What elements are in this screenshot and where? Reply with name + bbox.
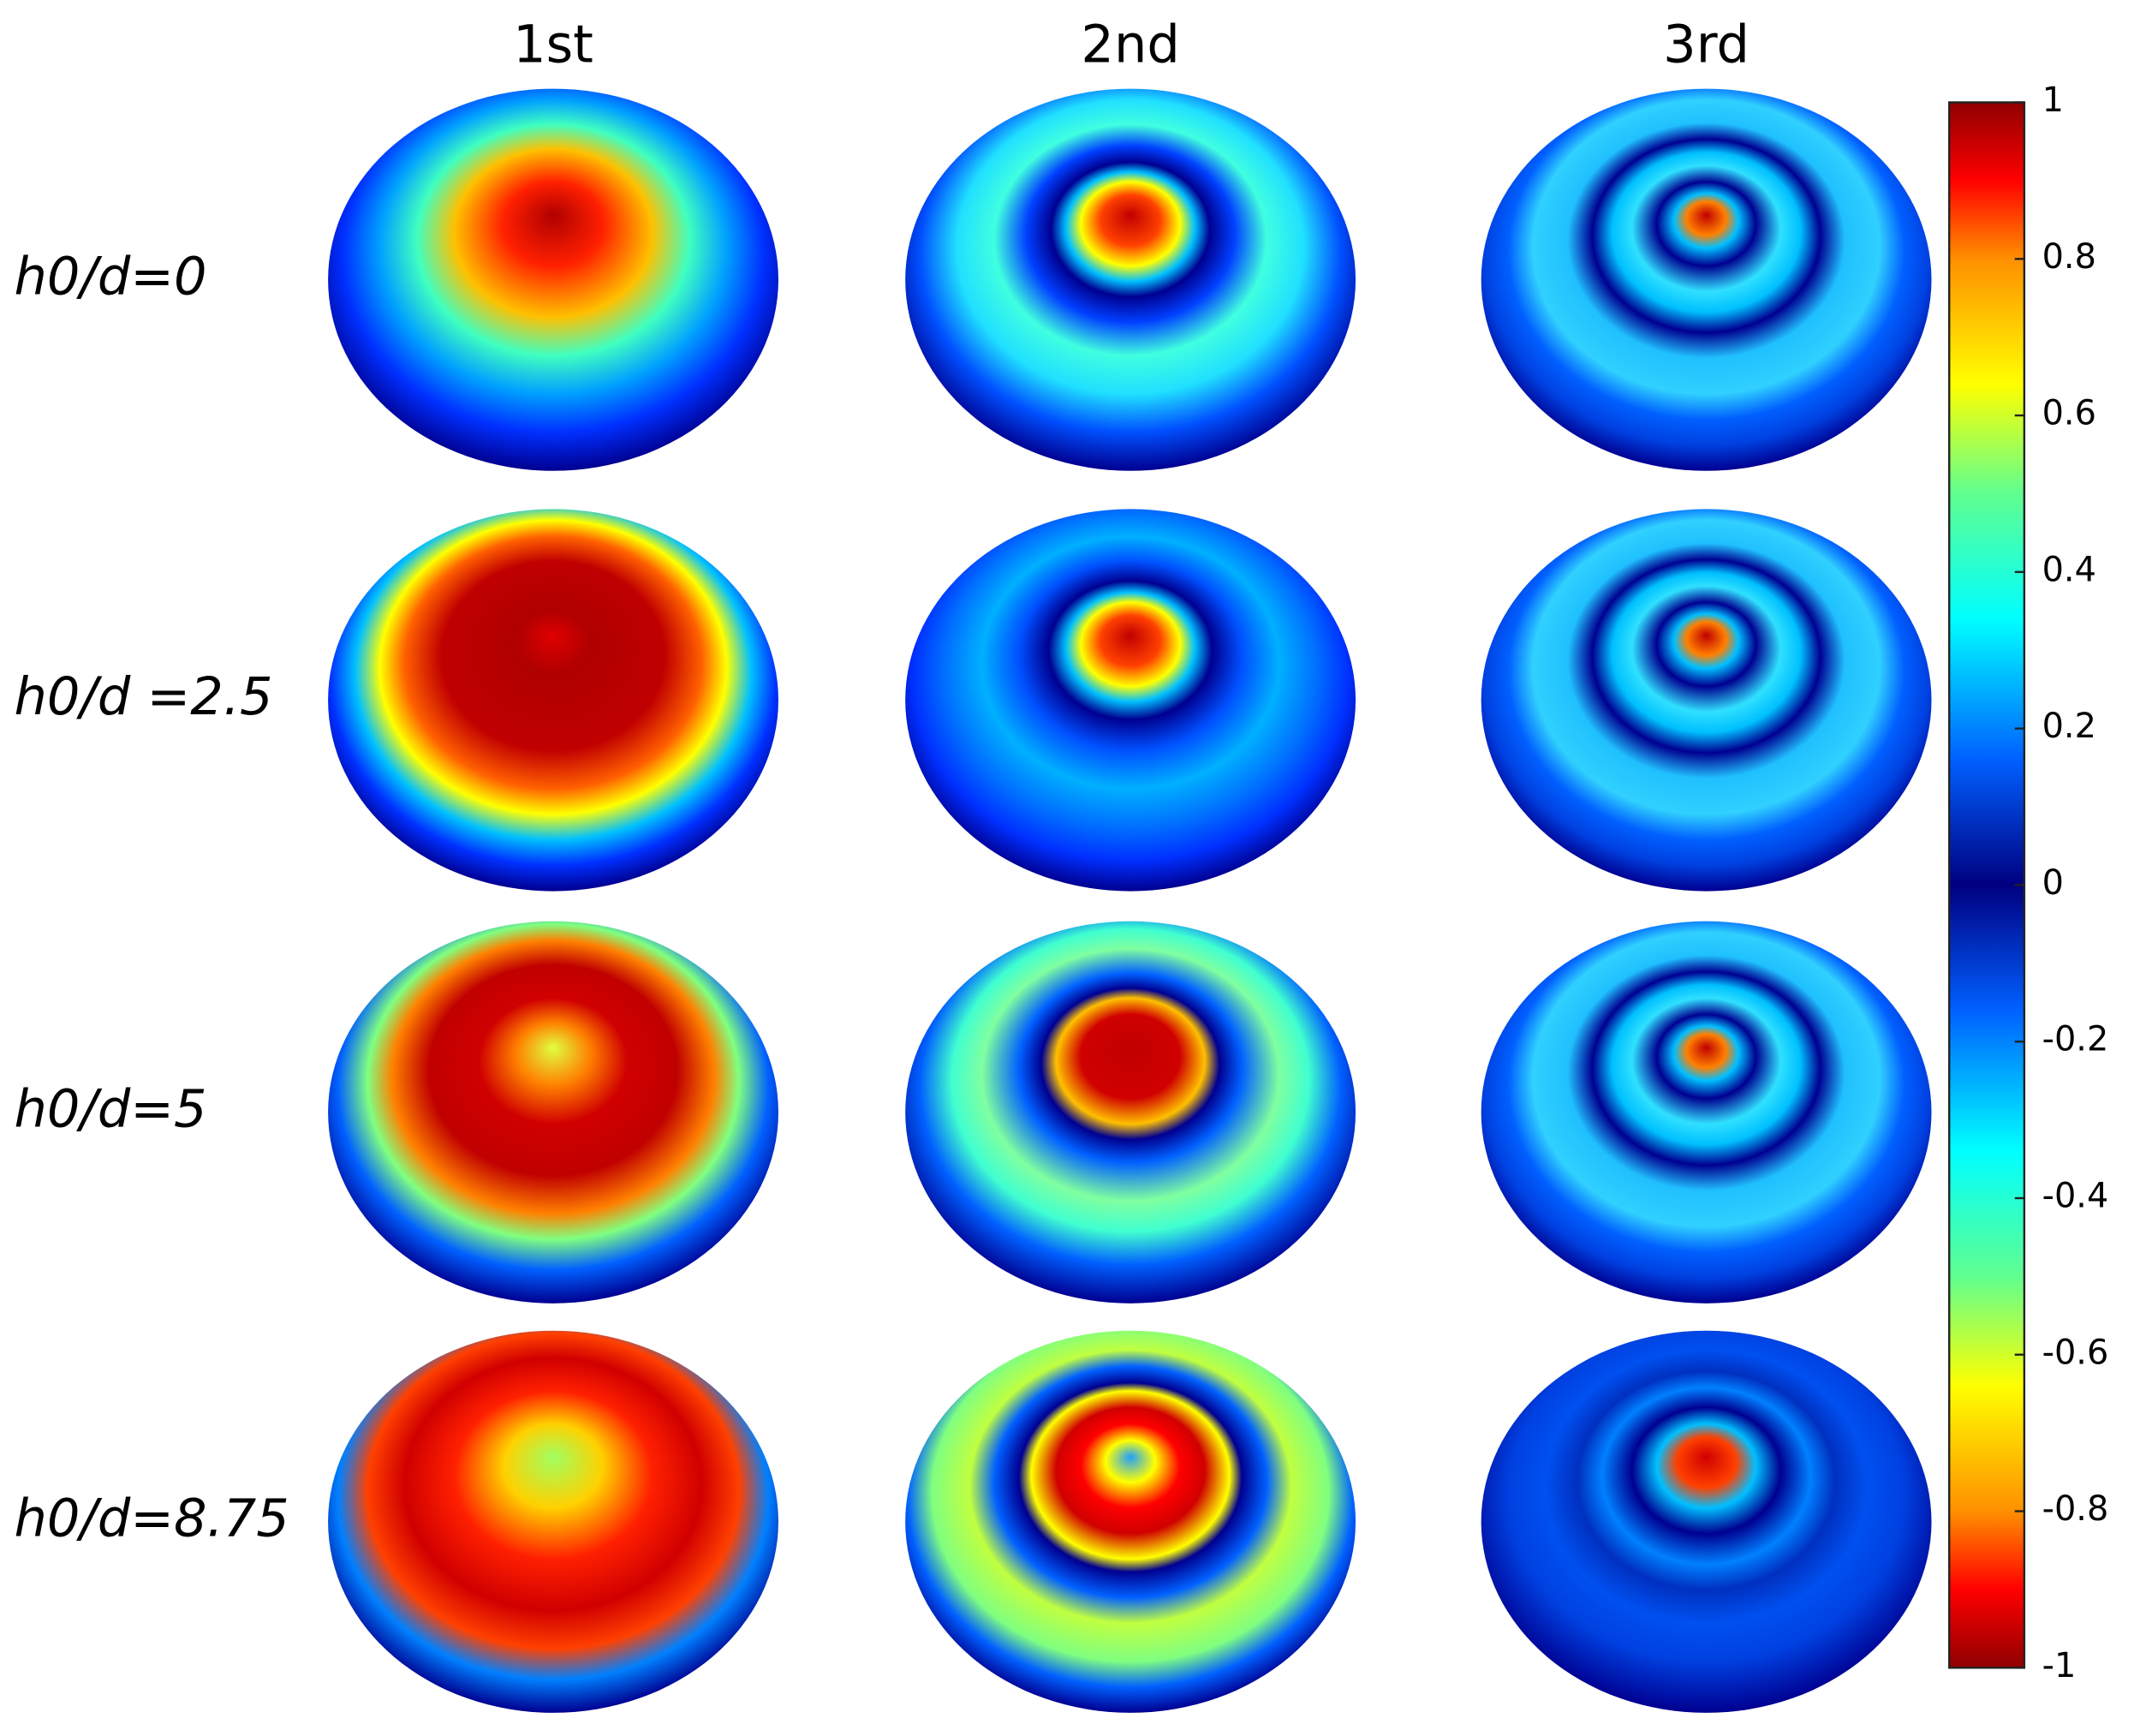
mode-shape — [905, 509, 1356, 892]
mode-shape — [1481, 1330, 1932, 1713]
mode-shape — [328, 88, 778, 471]
colorbar — [1948, 101, 2026, 1669]
colorbar-tick-label: 1 — [2042, 81, 2064, 120]
mode-shape — [905, 88, 1356, 471]
colorbar-tick-label: -0.8 — [2042, 1489, 2109, 1529]
column-header: 2nd — [1081, 15, 1179, 75]
row-label: h0/d=5 — [15, 1079, 207, 1139]
colorbar-tick-label: -0.6 — [2042, 1333, 2109, 1372]
colorbar-tick-label: -1 — [2042, 1646, 2077, 1685]
mode-shape — [328, 1330, 778, 1713]
mode-shape — [1481, 921, 1932, 1303]
colorbar-tick-label: -0.4 — [2042, 1176, 2109, 1215]
colorbar-tick-label: 0.6 — [2042, 394, 2096, 433]
column-header: 3rd — [1663, 15, 1750, 75]
column-header: 1st — [513, 15, 593, 75]
mode-shape — [1481, 88, 1932, 471]
mode-shape — [328, 921, 778, 1303]
mode-shape — [905, 921, 1356, 1303]
row-label: h0/d=8.75 — [15, 1488, 289, 1548]
row-label: h0/d =2.5 — [15, 667, 273, 727]
colorbar-tick-label: 0.4 — [2042, 550, 2096, 589]
mode-shape — [328, 509, 778, 892]
mode-shape — [905, 1330, 1356, 1713]
colorbar-tick-label: 0.8 — [2042, 237, 2096, 277]
row-label: h0/d=0 — [15, 247, 207, 307]
mode-shape — [1481, 509, 1932, 892]
colorbar-tick-label: 0.2 — [2042, 707, 2096, 746]
colorbar-tick-label: 0 — [2042, 863, 2064, 903]
colorbar-tick-label: -0.2 — [2042, 1020, 2109, 1059]
